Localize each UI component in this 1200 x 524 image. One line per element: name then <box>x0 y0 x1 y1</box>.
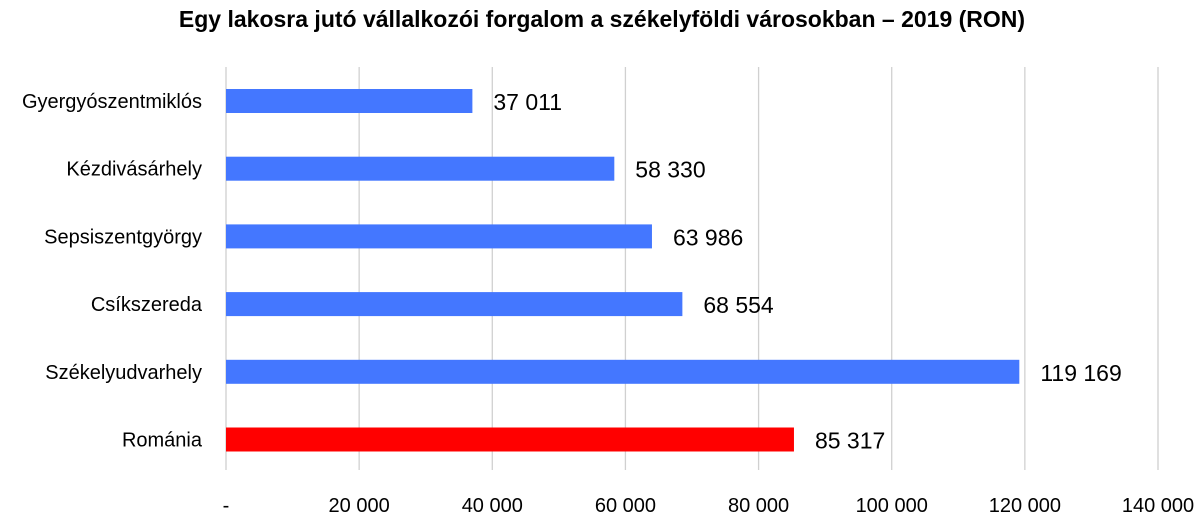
x-tick-label: - <box>223 495 230 517</box>
category-label: Kézdivásárhely <box>66 159 202 181</box>
bar <box>226 427 794 452</box>
category-label: Románia <box>122 430 203 452</box>
data-labels: 37 011 58 330 63 986 68 554 119 169 85 317 <box>493 89 1121 454</box>
x-tick-label: 20 000 <box>329 495 390 517</box>
x-tick-label: 100 000 <box>856 495 928 517</box>
category-label: Székelyudvarhely <box>45 362 202 384</box>
x-tick-label: 60 000 <box>595 495 656 517</box>
x-tick-label: 80 000 <box>728 495 789 517</box>
data-label: 63 986 <box>673 224 743 250</box>
bars <box>226 89 1020 452</box>
data-label: 68 554 <box>703 292 774 318</box>
category-label: Sepsiszentgyörgy <box>44 226 202 248</box>
category-label: Csíkszereda <box>91 294 203 316</box>
x-tick-label: 120 000 <box>989 495 1061 517</box>
bar <box>226 359 1020 384</box>
x-axis-tick-labels: - 20 000 40 000 60 000 80 000 100 000 120 000 1… <box>223 495 1194 517</box>
data-label: 85 317 <box>815 428 885 454</box>
data-label: 58 330 <box>635 157 705 183</box>
bar <box>226 156 615 181</box>
chart-title: Egy lakosra jutó vállalkozói forgalom a … <box>179 6 1025 32</box>
category-labels: Gyergyószentmiklós Kézdivásárhely Sepsisze… <box>22 91 203 452</box>
bar <box>226 292 683 317</box>
bar <box>226 224 652 249</box>
x-tick-label: 40 000 <box>462 495 523 517</box>
x-tick-label: 140 000 <box>1122 495 1194 517</box>
data-label: 37 011 <box>493 89 562 115</box>
bar <box>226 89 473 113</box>
gridlines <box>225 67 1159 470</box>
category-label: Gyergyószentmiklós <box>22 91 202 113</box>
data-label: 119 169 <box>1040 360 1121 386</box>
